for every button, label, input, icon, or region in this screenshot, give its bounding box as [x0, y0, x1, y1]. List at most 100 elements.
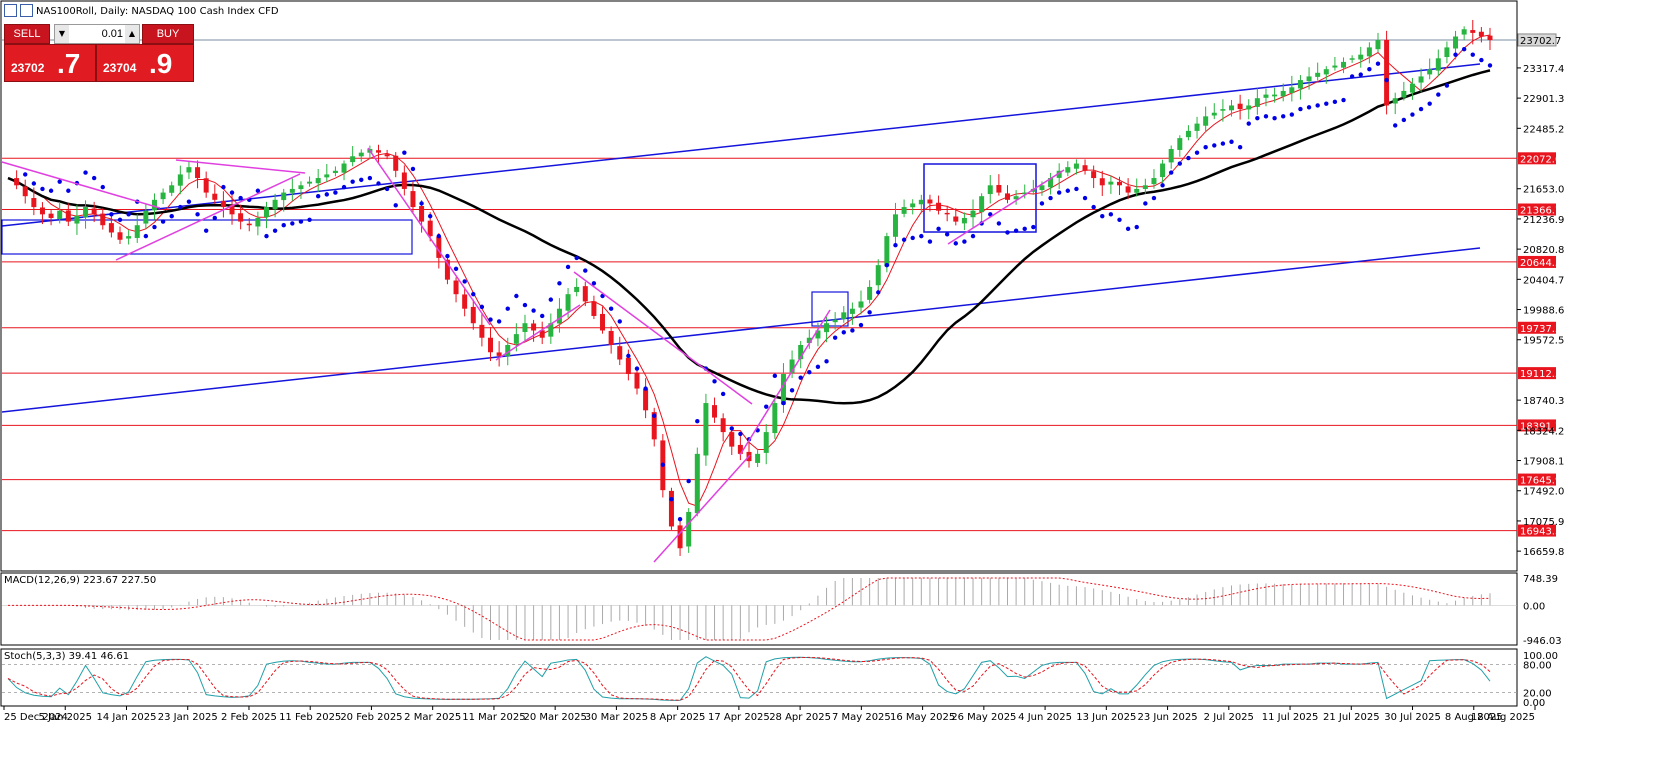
price-tick-label: 21236.9	[1523, 215, 1564, 226]
candle-body	[901, 207, 907, 214]
stoch-tick-label: 100.00	[1523, 651, 1558, 662]
price-axis: 23317.4 22901.3 22485.2 21653.0 21236.9 20820…	[1517, 64, 1564, 558]
level-tag-bg	[1518, 473, 1556, 486]
buy-price-button[interactable]: 23704 .9	[96, 44, 194, 82]
candle-body	[936, 202, 942, 211]
sar-dot	[1229, 139, 1234, 144]
current-tag-bg	[1517, 33, 1557, 47]
moving-averages	[7, 34, 1491, 507]
sar-dot	[1487, 63, 1493, 68]
sar-dot	[695, 419, 700, 424]
candle-body	[849, 308, 855, 314]
candle-body	[341, 163, 347, 173]
sar-dot	[195, 212, 200, 217]
candle-body	[643, 388, 649, 411]
candle-body	[151, 199, 157, 211]
level-price-tag: 19112.5	[1518, 367, 1561, 380]
candle-body	[513, 334, 519, 344]
sar-dot	[23, 172, 28, 177]
sar-dot	[376, 181, 381, 186]
candle-body	[419, 206, 425, 222]
chart-menu-icon[interactable]	[4, 3, 17, 17]
sar-dot	[1005, 230, 1010, 235]
candle-body	[686, 511, 692, 547]
candle-body	[677, 525, 683, 549]
candle-body	[350, 156, 356, 163]
candle-body	[479, 324, 485, 338]
sar-dot	[574, 255, 579, 261]
candle-body	[1065, 167, 1071, 173]
candle-body	[410, 191, 416, 208]
sar-dot	[1186, 155, 1191, 161]
sar-dot	[350, 179, 355, 184]
sar-dot	[1281, 114, 1286, 119]
candle-body	[582, 286, 588, 302]
lot-size-input[interactable]	[71, 26, 125, 42]
horizontal-level-lines: 22072.0 21366.7 20644.3 19737.3 19112.5 18391…	[2, 33, 1561, 538]
candle-body	[539, 330, 545, 338]
candle-body	[634, 372, 640, 389]
sar-dot	[936, 226, 941, 232]
lot-size-stepper[interactable]: ▼ ▲	[54, 24, 140, 44]
macd-tick-label: 748.39	[1523, 574, 1558, 585]
sar-dot	[436, 233, 442, 239]
candle-body	[57, 210, 63, 220]
stoch-tick-label: 0.00	[1523, 698, 1545, 709]
level-tag-bg	[1518, 524, 1556, 537]
candle-body	[1315, 72, 1321, 77]
candle-body	[574, 286, 580, 293]
buy-button[interactable]: BUY	[142, 24, 194, 44]
price-tick-label: 17908.1	[1523, 457, 1564, 468]
candle-body	[789, 359, 795, 373]
time-tick-label: 26 May 2025	[951, 712, 1016, 723]
sar-dot	[789, 388, 795, 393]
candle-body	[1117, 181, 1122, 186]
sar-dot	[660, 462, 666, 467]
candle-body	[358, 152, 364, 157]
chevron-down-icon[interactable]: ▼	[55, 25, 69, 43]
sell-price-main: 23702	[11, 61, 45, 75]
current-price-tag: 23702.7	[1517, 33, 1561, 47]
time-tick-label: 20 Feb 2025	[340, 712, 402, 723]
candle-body	[1073, 163, 1079, 169]
candle-body	[315, 178, 321, 184]
candle-body	[1289, 87, 1295, 94]
candle-body	[31, 198, 37, 208]
level-tag-label: 19112.5	[1520, 369, 1561, 380]
sar-dot	[40, 186, 45, 192]
sell-button[interactable]: SELL	[4, 24, 50, 44]
stoch-panel-border	[0, 648, 1518, 707]
sar-dot	[1341, 97, 1346, 103]
candle-body	[522, 323, 528, 332]
sar-dot	[557, 281, 562, 286]
sell-price-button[interactable]: 23702 .7	[4, 44, 96, 82]
sar-dot	[729, 426, 734, 431]
sar-dot	[1151, 195, 1157, 201]
time-tick-label: 16 May 2025	[890, 712, 955, 723]
sar-dot	[384, 186, 390, 192]
sar-dot	[807, 370, 812, 375]
candle-body	[1375, 40, 1381, 50]
candle-body	[979, 196, 985, 213]
candle-body	[712, 405, 718, 418]
price-tick-label: 22901.3	[1523, 94, 1564, 105]
pattern-line	[115, 173, 301, 261]
time-tick-label: 25 Dec 2024	[4, 712, 68, 723]
candle-body	[453, 280, 459, 295]
sar-dot	[1444, 83, 1450, 88]
sar-dot	[815, 364, 821, 369]
sar-dot	[212, 215, 217, 221]
chart-window-icon[interactable]	[20, 3, 33, 17]
candle-body	[307, 181, 313, 184]
time-tick-label: 23 Jan 2025	[158, 712, 218, 723]
candle-body	[1418, 76, 1424, 83]
candle-body	[91, 208, 97, 215]
sar-dot	[565, 264, 571, 270]
chevron-up-icon[interactable]: ▲	[125, 25, 139, 43]
candle-body	[591, 301, 597, 316]
sar-dot	[290, 221, 295, 226]
sar-dot	[953, 241, 958, 246]
sar-dot	[720, 391, 726, 397]
